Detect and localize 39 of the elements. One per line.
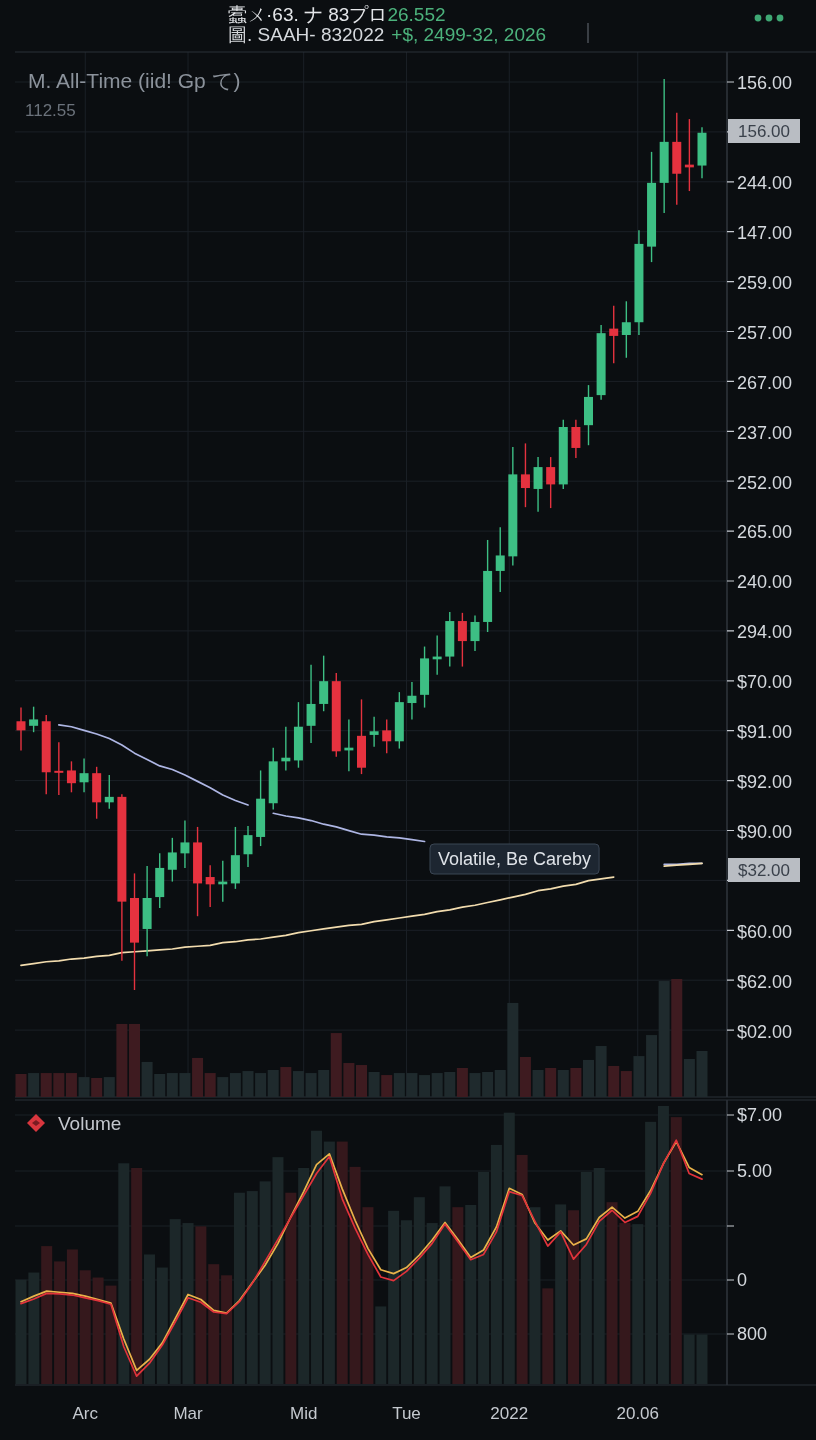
x-tick-label: Mid bbox=[289, 1403, 318, 1423]
text: 5.00 bbox=[737, 1161, 773, 1181]
chart-title: Volume bbox=[58, 1112, 122, 1134]
text: $62.00 bbox=[737, 972, 793, 992]
x-tick-label: Tue bbox=[392, 1403, 421, 1423]
x-tick-label: Arc bbox=[72, 1403, 99, 1423]
x-tick-label: 20.06 bbox=[616, 1403, 660, 1423]
text: $70.00 bbox=[737, 672, 793, 692]
text: 112.55 bbox=[25, 100, 76, 120]
chart-title: M. All-Time (iid! Gp て) bbox=[28, 68, 241, 92]
text: 237.00 bbox=[737, 423, 793, 443]
text: 26.552 bbox=[387, 3, 446, 25]
text: $60.00 bbox=[737, 922, 793, 942]
note-box: Volatile, Be Careby bbox=[429, 843, 600, 875]
text: 240.00 bbox=[737, 572, 793, 592]
text: 0 bbox=[737, 1270, 748, 1290]
text: 244.00 bbox=[737, 173, 793, 193]
x-tick-label: Mar bbox=[173, 1403, 204, 1423]
x-tick-label: 2022 bbox=[490, 1403, 529, 1423]
annotation: Volatile, Be Careby bbox=[438, 849, 592, 869]
text: $7.00 bbox=[737, 1105, 783, 1125]
text: 294.00 bbox=[737, 622, 793, 642]
text: $92.00 bbox=[737, 772, 793, 792]
price-badge: $32.00 bbox=[728, 858, 800, 882]
text: 252.00 bbox=[737, 473, 793, 493]
text: $90.00 bbox=[737, 822, 793, 842]
text: 圖. SAAH- 832022 bbox=[228, 23, 385, 45]
text: 265.00 bbox=[737, 522, 793, 542]
text: $91.00 bbox=[737, 722, 793, 742]
text: 267.00 bbox=[737, 373, 793, 393]
text: 蠹ㄨ·63. ナ 83プロ bbox=[228, 3, 388, 25]
text: 800 bbox=[737, 1324, 768, 1344]
text: 257.00 bbox=[737, 323, 793, 343]
text: +$, 2499-32, 2026 bbox=[391, 23, 547, 45]
text: $02.00 bbox=[737, 1022, 793, 1042]
text: 156.00 bbox=[737, 73, 793, 93]
text: 147.00 bbox=[737, 223, 793, 243]
price-badge: 156.00 bbox=[728, 119, 800, 143]
text: 259.00 bbox=[737, 273, 793, 293]
